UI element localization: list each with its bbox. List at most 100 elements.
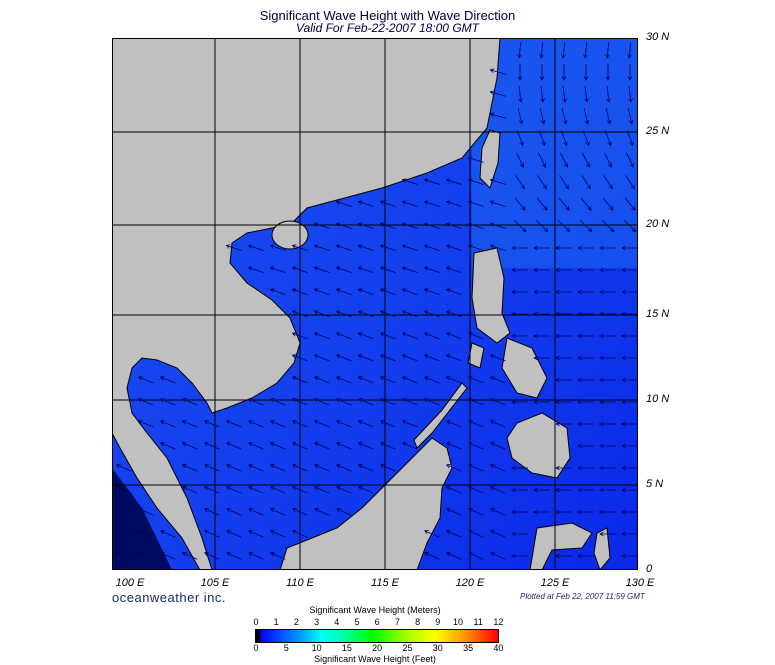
wave-direction-arrow — [555, 377, 572, 383]
palawan-island — [413, 382, 468, 449]
wave-direction-arrow — [269, 551, 286, 560]
wave-direction-arrow — [313, 244, 330, 251]
wave-direction-arrow — [603, 175, 613, 190]
wave-direction-arrow — [203, 442, 220, 450]
wave-direction-arrow — [247, 551, 264, 560]
wave-direction-arrow — [401, 266, 418, 274]
colorbar-title-feet: Significant Wave Height (Feet) — [314, 654, 436, 664]
wave-direction-arrow — [423, 551, 440, 560]
wave-direction-arrow — [626, 152, 635, 168]
wave-direction-arrow — [291, 354, 308, 362]
wave-direction-arrow — [467, 376, 484, 384]
wave-direction-arrow — [489, 376, 506, 384]
wave-direction-arrow — [225, 530, 242, 538]
wave-direction-arrow — [555, 355, 572, 361]
wave-direction-arrow — [423, 288, 440, 296]
wave-direction-arrow — [137, 508, 154, 516]
wave-direction-arrow — [489, 486, 506, 494]
wave-direction-arrow — [181, 551, 198, 560]
wave-direction-arrow — [621, 553, 638, 559]
wave-direction-arrow — [489, 398, 506, 406]
wave-direction-arrow — [489, 178, 506, 185]
wave-direction-arrow — [627, 63, 633, 81]
wave-direction-arrow — [335, 398, 352, 406]
wave-direction-arrow — [539, 42, 544, 59]
wave-direction-arrow — [203, 508, 220, 516]
wave-direction-arrow — [577, 465, 594, 471]
wave-direction-arrow — [335, 354, 352, 362]
wave-direction-arrow — [379, 398, 396, 406]
wave-direction-arrow — [159, 551, 176, 560]
wave-direction-arrow — [489, 354, 506, 362]
wave-direction-arrow — [291, 508, 308, 516]
wave-direction-arrow — [379, 332, 396, 340]
wave-direction-arrow — [379, 222, 396, 229]
wave-direction-arrow — [335, 442, 352, 450]
wave-direction-arrow — [621, 267, 638, 273]
wave-direction-arrow — [555, 553, 572, 559]
wave-direction-arrow — [601, 220, 615, 233]
wave-direction-arrow — [599, 465, 616, 471]
wave-direction-arrow — [511, 245, 528, 251]
wave-direction-arrow — [225, 551, 242, 560]
wave-direction-arrow — [379, 266, 396, 274]
wave-direction-arrow — [115, 530, 132, 538]
wave-direction-arrow — [583, 42, 588, 59]
wave-direction-arrow — [379, 464, 396, 472]
wave-direction-arrow — [577, 421, 594, 427]
wave-direction-arrow — [423, 376, 440, 384]
wave-direction-arrow — [467, 200, 484, 207]
sulawesi-island — [529, 522, 593, 570]
wave-direction-arrow — [582, 152, 591, 168]
wave-direction-arrow — [423, 244, 440, 251]
wave-direction-arrow — [225, 486, 242, 494]
wave-direction-arrow — [357, 420, 374, 428]
wave-direction-arrow — [335, 266, 352, 274]
wave-direction-arrow — [313, 222, 330, 229]
wave-direction-arrow — [247, 266, 264, 274]
wave-direction-arrow — [159, 442, 176, 450]
wave-direction-arrow — [247, 464, 264, 472]
wave-direction-arrow — [621, 487, 638, 493]
wave-direction-arrow — [313, 288, 330, 296]
wave-direction-arrow — [467, 442, 484, 450]
wave-direction-arrow — [357, 376, 374, 384]
wave-direction-arrow — [555, 421, 572, 427]
wave-direction-arrow — [628, 86, 633, 103]
wave-direction-arrow — [357, 266, 374, 274]
colorbar-tick-meters: 8 — [415, 617, 421, 627]
wave-direction-arrow — [291, 310, 308, 318]
wave-direction-arrow — [511, 399, 528, 405]
wave-direction-arrow — [555, 311, 572, 317]
wave-direction-arrow — [604, 130, 612, 147]
wave-direction-arrow — [511, 509, 528, 515]
wave-direction-arrow — [533, 509, 550, 515]
wave-direction-arrow — [533, 333, 550, 339]
wave-direction-arrow — [577, 245, 594, 251]
wave-direction-arrow — [291, 398, 308, 406]
wave-direction-arrow — [357, 288, 374, 296]
colorbar-tick-meters: 12 — [493, 617, 504, 627]
wave-direction-arrow — [379, 376, 396, 384]
colorbar-tick-feet: 35 — [463, 643, 474, 653]
wave-direction-arrow — [489, 442, 506, 450]
wave-direction-arrow — [533, 487, 550, 493]
wave-direction-arrow — [445, 354, 462, 362]
wave-direction-arrow — [467, 178, 484, 185]
wave-direction-arrow — [467, 508, 484, 516]
wave-direction-arrow — [445, 266, 462, 274]
wave-direction-arrow — [291, 530, 308, 538]
wave-direction-arrow — [577, 355, 594, 361]
wave-direction-arrow — [511, 289, 528, 295]
wave-direction-arrow — [489, 244, 506, 251]
wave-direction-arrow — [467, 420, 484, 428]
wave-direction-arrow — [335, 310, 352, 318]
wave-direction-arrow — [599, 289, 616, 295]
wave-direction-arrow — [335, 200, 352, 207]
wave-direction-arrow — [625, 175, 635, 190]
wave-direction-arrow — [511, 465, 528, 471]
wave-direction-arrow — [599, 333, 616, 339]
wave-direction-arrow — [555, 399, 572, 405]
wave-direction-arrow — [269, 288, 286, 296]
wave-direction-arrow — [511, 333, 528, 339]
